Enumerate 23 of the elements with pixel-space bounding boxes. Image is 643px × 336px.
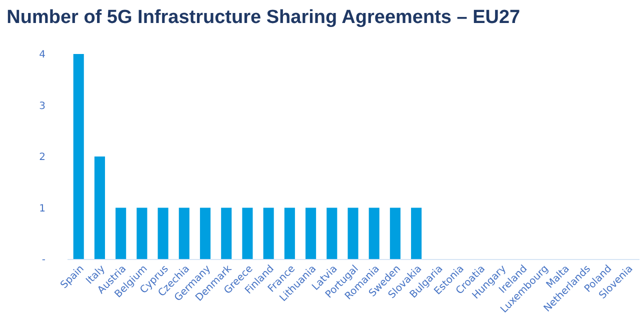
- chart-title: Number of 5G Infrastructure Sharing Agreements – EU27: [6, 7, 520, 28]
- y-tick-label: 3: [39, 100, 46, 112]
- bar: [348, 208, 358, 259]
- bar: [158, 208, 168, 259]
- bar: [284, 208, 295, 259]
- bar: [390, 208, 400, 259]
- bar: [242, 208, 253, 259]
- bar: [116, 208, 126, 259]
- bar: [411, 208, 422, 259]
- y-tick-label: -: [42, 254, 46, 266]
- bar: [221, 208, 232, 259]
- bar: [200, 208, 211, 259]
- y-tick-label: 4: [39, 50, 46, 60]
- bar: [368, 208, 380, 259]
- bar: [306, 208, 316, 259]
- bar: [178, 208, 190, 259]
- y-tick-label: 2: [39, 152, 46, 163]
- bar: [136, 208, 148, 259]
- bar: [263, 208, 274, 259]
- bar: [73, 54, 84, 259]
- y-tick-label: 1: [39, 203, 46, 214]
- bar: [94, 156, 105, 259]
- bar: [326, 208, 338, 259]
